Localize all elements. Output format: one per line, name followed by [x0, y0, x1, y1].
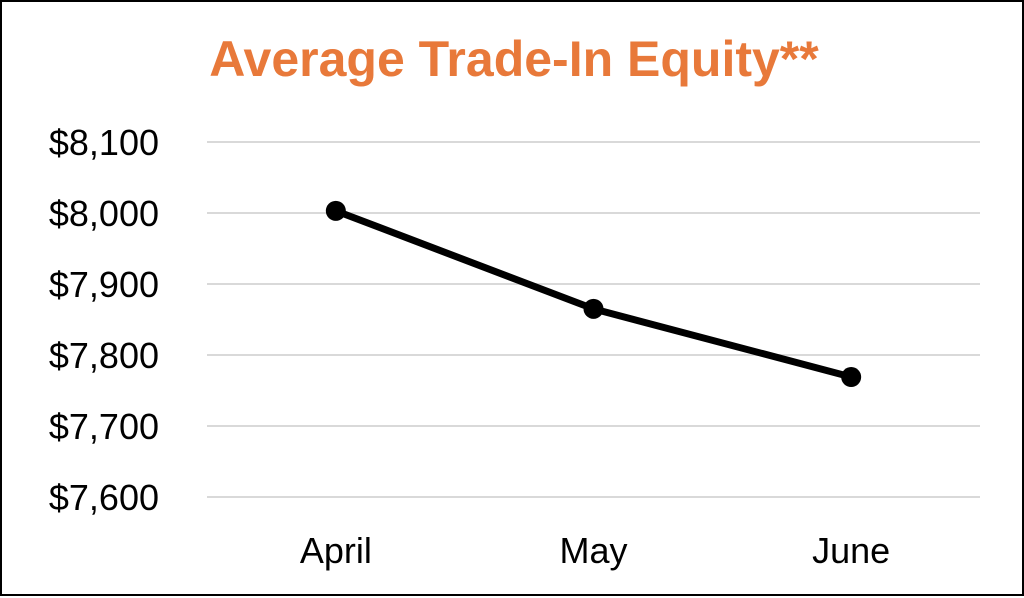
chart-title: Average Trade-In Equity** — [209, 31, 819, 87]
y-tick-label: $8,100 — [49, 122, 159, 163]
y-tick-label: $7,600 — [49, 477, 159, 518]
y-tick-label: $8,000 — [49, 193, 159, 234]
x-axis-ticks: April May June — [300, 530, 890, 571]
data-point — [583, 298, 604, 319]
y-tick-label: $7,700 — [49, 406, 159, 447]
gridlines — [207, 141, 980, 498]
x-tick-label: May — [559, 530, 627, 571]
data-point — [325, 200, 346, 221]
data-point — [841, 367, 862, 388]
x-tick-label: April — [300, 530, 372, 571]
y-tick-label: $7,900 — [49, 264, 159, 305]
y-axis-ticks: $7,600 $7,700 $7,800 $7,900 $8,000 $8,100 — [49, 122, 159, 518]
series-line — [332, 207, 855, 381]
x-tick-label: June — [812, 530, 890, 571]
y-tick-label: $7,800 — [49, 335, 159, 376]
series-layer — [325, 200, 862, 388]
